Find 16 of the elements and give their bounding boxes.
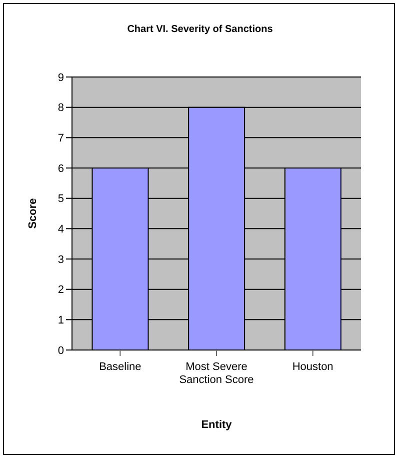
y-tick-label: 5: [58, 193, 64, 206]
y-tick-label: 3: [58, 254, 64, 266]
x-tick-label: Houston: [292, 361, 334, 373]
y-tick-label: 9: [58, 72, 64, 84]
x-tick-label: Baseline: [99, 361, 142, 373]
chart-title: Chart VI. Severity of Sanctions: [126, 24, 274, 35]
y-tick-label: 1: [58, 314, 64, 327]
x-axis-title: Entity: [201, 419, 233, 431]
y-tick-label: 6: [58, 162, 64, 175]
y-tick-label: 8: [58, 102, 64, 114]
x-tick-label: Most Severe Sanction Score: [179, 361, 254, 386]
y-axis-title: Score: [26, 198, 39, 229]
y-tick-label: 7: [58, 132, 64, 145]
y-tick-label: 2: [58, 284, 64, 296]
y-tick-label: 4: [58, 224, 64, 236]
y-tick-label: 0: [58, 344, 64, 357]
